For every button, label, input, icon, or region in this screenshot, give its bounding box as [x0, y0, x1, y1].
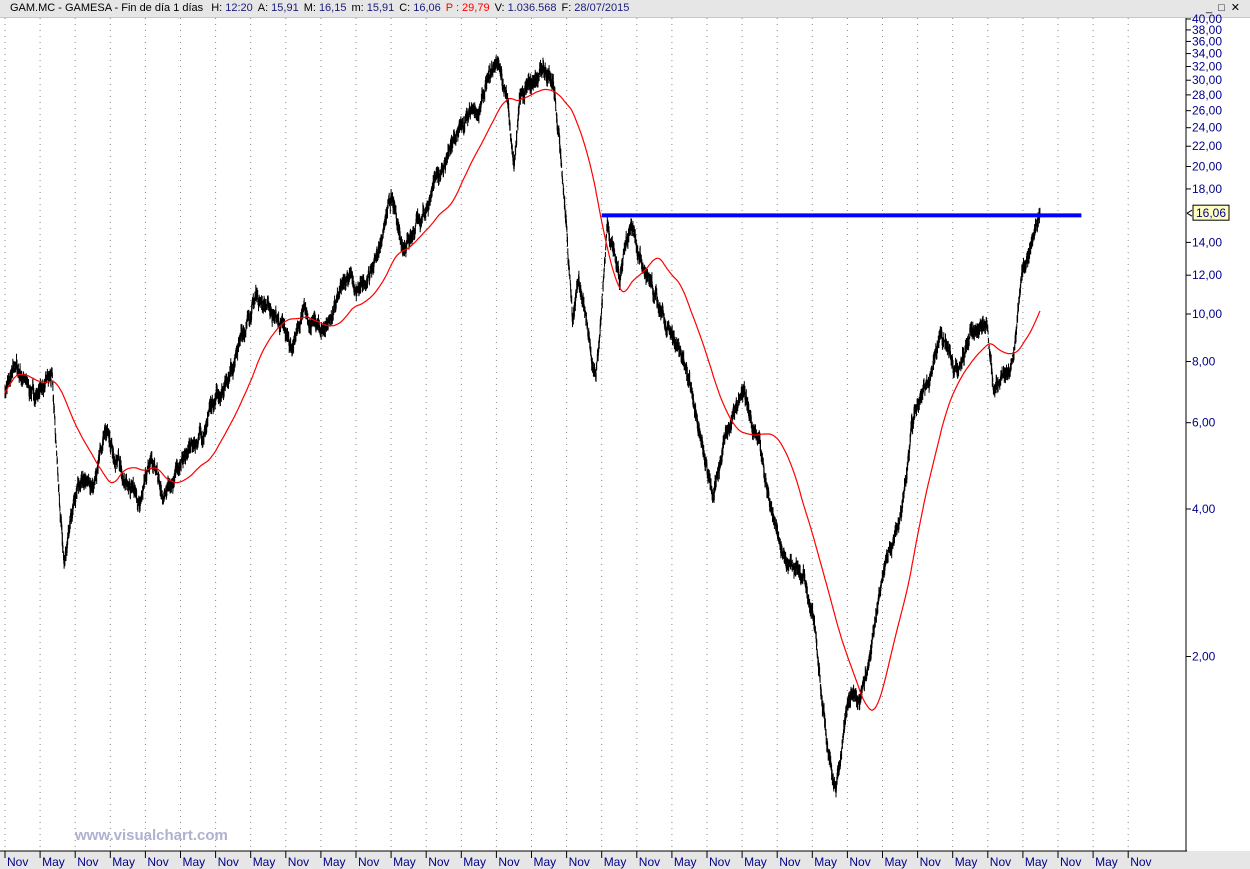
x-tick-label: Nov — [1130, 855, 1151, 869]
y-tick-label: 30,00 — [1192, 73, 1222, 87]
x-tick-label: Nov — [709, 855, 730, 869]
header-field: H: 12:20 — [211, 2, 253, 14]
x-tick-label: Nov — [920, 855, 941, 869]
y-tick-label: 18,00 — [1192, 182, 1222, 196]
x-tick-label: Nov — [569, 855, 590, 869]
x-tick-label: May — [604, 855, 627, 869]
y-tick-label: 24,00 — [1192, 121, 1222, 135]
x-tick-label: Nov — [77, 855, 98, 869]
x-tick-label: May — [1095, 855, 1118, 869]
header-field: m: 15,91 — [351, 2, 395, 14]
price-bars — [4, 55, 1041, 798]
y-tick-label: 36,00 — [1192, 34, 1222, 48]
x-tick-label: Nov — [639, 855, 660, 869]
x-tick-label: Nov — [147, 855, 168, 869]
y-tick-label: 38,00 — [1192, 23, 1222, 37]
x-tick-label: Nov — [358, 855, 379, 869]
x-tick-label: May — [885, 855, 908, 869]
header-field: P :29,79 — [445, 2, 490, 14]
y-tick-label: 20,00 — [1192, 160, 1222, 174]
x-tick-label: Nov — [218, 855, 239, 869]
x-tick-label: May — [744, 855, 767, 869]
x-tick-label: Nov — [428, 855, 449, 869]
x-tick-label: May — [253, 855, 276, 869]
x-tick-label: May — [1025, 855, 1048, 869]
x-tick-label: May — [674, 855, 697, 869]
x-tick-label: Nov — [7, 855, 28, 869]
x-tick-label: Nov — [498, 855, 519, 869]
x-tick-label: Nov — [849, 855, 870, 869]
x-tick-label: Nov — [779, 855, 800, 869]
watermark: www.visualchart.com — [74, 827, 228, 844]
header-field: M: 16,15 — [303, 2, 347, 14]
y-tick-label: 6,00 — [1192, 416, 1216, 430]
last-price-box — [1192, 204, 1230, 221]
quote-header: GAM.MC - GAMESA - Fin de día 1 días H: 12… — [10, 0, 639, 16]
y-tick-label: 32,00 — [1192, 59, 1222, 73]
x-tick-label: May — [112, 855, 135, 869]
x-tick-label: May — [42, 855, 65, 869]
y-tick-label: 2,00 — [1192, 649, 1216, 663]
x-tick-label: May — [955, 855, 978, 869]
y-tick-label: 26,00 — [1192, 104, 1222, 118]
last-price-arrow-icon — [1186, 209, 1193, 217]
header-field: A: 15,91 — [257, 2, 299, 14]
x-tick-label: Nov — [288, 855, 309, 869]
header-field: V: 1.036.568 — [494, 2, 557, 14]
x-tick-label: May — [534, 855, 557, 869]
x-axis-panel — [0, 851, 1250, 869]
y-tick-label: 12,00 — [1192, 268, 1222, 282]
symbol-label: GAM.MC - GAMESA - Fin de día 1 días — [10, 2, 204, 14]
y-tick-label: 22,00 — [1192, 139, 1222, 153]
x-tick-label: May — [814, 855, 837, 869]
y-tick-label: 34,00 — [1192, 47, 1222, 61]
minimize-icon[interactable]: _ — [1206, 2, 1214, 14]
x-tick-label: May — [393, 855, 416, 869]
maximize-icon[interactable]: □ — [1218, 2, 1226, 14]
y-tick-label: 4,00 — [1192, 502, 1216, 516]
x-tick-label: May — [463, 855, 486, 869]
moving-average-line — [4, 88, 1041, 711]
header-field: C: 16,06 — [399, 2, 441, 14]
last-price-label: 16,06 — [1196, 206, 1226, 220]
x-tick-label: Nov — [1060, 855, 1081, 869]
x-tick-label: May — [323, 855, 346, 869]
y-tick-label: 28,00 — [1192, 88, 1222, 102]
x-tick-label: Nov — [990, 855, 1011, 869]
y-tick-label: 40,00 — [1192, 12, 1222, 26]
y-tick-label: 10,00 — [1192, 307, 1222, 321]
y-tick-label: 14,00 — [1192, 235, 1222, 249]
y-tick-label: 8,00 — [1192, 354, 1216, 368]
chart-title-bar: GAM.MC - GAMESA - Fin de día 1 días H: 12… — [0, 0, 1250, 18]
header-field: F: 28/07/2015 — [561, 2, 630, 14]
x-tick-label: May — [183, 855, 206, 869]
close-icon[interactable]: ✕ — [1230, 2, 1241, 14]
